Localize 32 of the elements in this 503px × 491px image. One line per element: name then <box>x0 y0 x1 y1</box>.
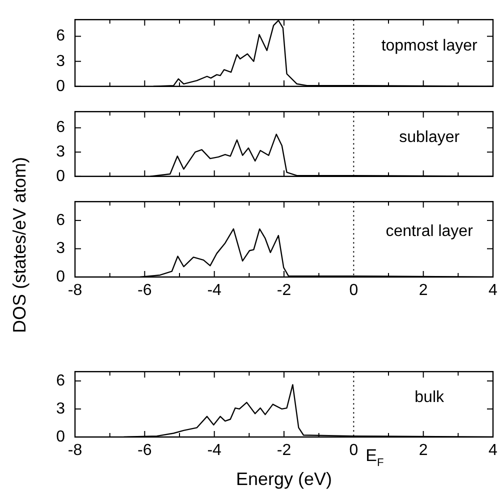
y-tick-label: 3 <box>56 400 66 418</box>
y-tick-label: 0 <box>56 268 66 286</box>
x-tick-label: 0 <box>349 442 358 460</box>
y-tick-label: 3 <box>56 240 66 258</box>
x-tick-label: -4 <box>207 282 222 300</box>
annotation: sublayer <box>399 128 460 146</box>
x-tick-label: -2 <box>276 282 292 300</box>
x-axis-title: Energy (eV) <box>236 469 332 490</box>
x-tick-label: -8 <box>68 442 82 460</box>
y-axis-title: DOS (states/eV atom) <box>10 156 30 334</box>
x-tick-label: -8 <box>68 282 82 300</box>
y-tick-label: 3 <box>56 144 66 161</box>
y-tick-label: 3 <box>56 52 66 70</box>
x-tick-label: -2 <box>276 442 292 460</box>
x-tick-label: 0 <box>349 282 358 300</box>
x-tick-label: 2 <box>418 282 428 300</box>
y-tick-label: 0 <box>56 78 66 95</box>
annotation: topmost layer <box>381 38 478 55</box>
y-tick-label: 0 <box>56 428 66 446</box>
y-tick-label: 6 <box>56 119 66 136</box>
x-tick-label: -6 <box>138 442 152 460</box>
x-tick-label: 2 <box>418 442 428 460</box>
x-tick-label: -4 <box>207 442 222 460</box>
x-tick-label: -6 <box>138 282 152 300</box>
y-tick-label: 6 <box>56 28 66 45</box>
y-tick-label: 6 <box>56 212 66 229</box>
annotation: bulk <box>414 389 446 406</box>
x-tick-label: 4 <box>488 282 498 300</box>
y-tick-label: 0 <box>56 168 66 185</box>
annotation: central layer <box>386 223 474 240</box>
y-tick-label: 6 <box>56 372 66 390</box>
x-tick-label: 4 <box>488 442 498 460</box>
